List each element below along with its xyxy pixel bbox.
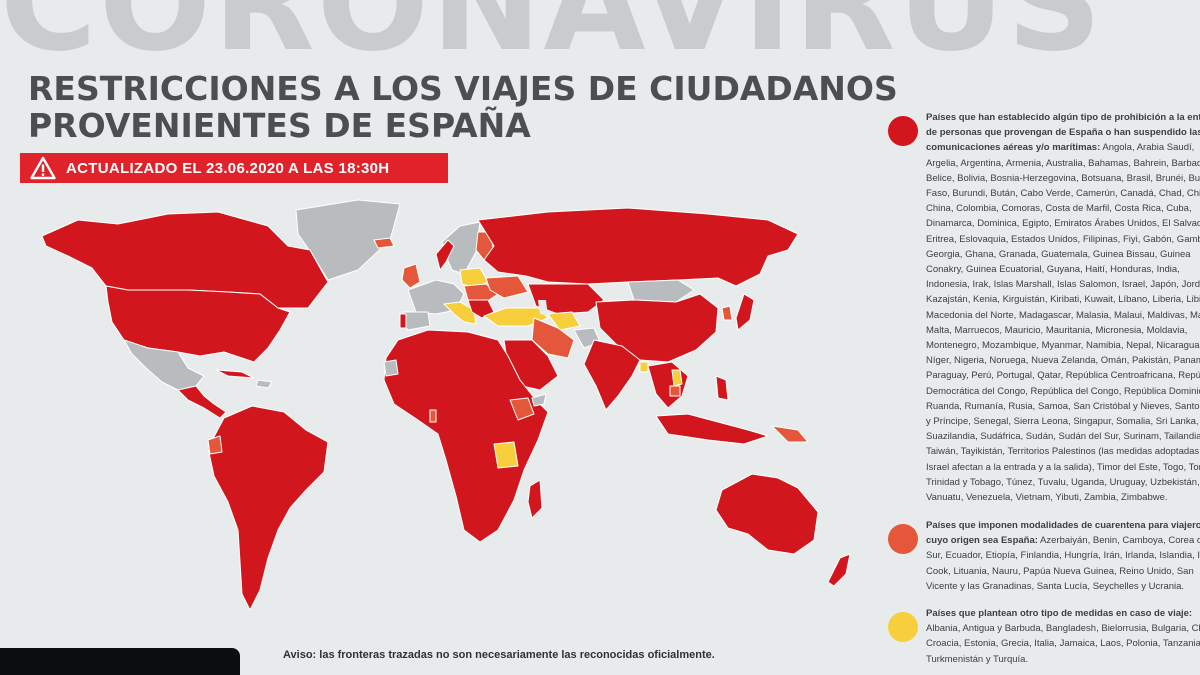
legend-heading-other-measures: Países que plantean otro tipo de medidas…	[926, 608, 1193, 619]
indonesia	[655, 413, 769, 445]
canada-alaska	[41, 211, 329, 309]
turkmenistan	[547, 311, 581, 331]
somaliland	[531, 393, 547, 407]
cambodia	[669, 385, 681, 397]
legend-countries-other-measures: Albania, Antigua y Barbuda, Bangladesh, …	[926, 623, 1200, 665]
ecuador	[207, 435, 223, 455]
japan	[735, 293, 755, 331]
india	[583, 339, 641, 411]
greenland	[295, 199, 401, 281]
background-word: CORONAVIRUS	[0, 0, 1104, 81]
update-badge: ACTUALIZADO EL 23.06.2020 A LAS 18:30H	[20, 153, 448, 183]
caspian-sea	[538, 300, 548, 316]
south-america	[207, 405, 329, 611]
legend: Países que han establecido algún tipo de…	[888, 110, 1200, 675]
china	[595, 293, 719, 363]
corner-dark-panel	[0, 648, 240, 675]
italy-balkans	[443, 301, 477, 325]
madagascar	[527, 479, 543, 519]
kazakhstan	[527, 283, 605, 315]
southeast-asia	[647, 361, 689, 409]
world-map	[41, 199, 851, 611]
title-line-1: RESTRICCIONES A LOS VIAJES DE CIUDADANOS	[28, 69, 898, 108]
mongolia	[627, 279, 695, 303]
legend-heading-quarantine: Países que imponen modalidades de cuaren…	[926, 520, 1200, 547]
philippines	[715, 375, 729, 401]
africa	[383, 329, 549, 543]
warning-triangle-icon	[30, 156, 56, 180]
bangladesh	[639, 361, 649, 373]
korea	[721, 305, 733, 321]
norway	[435, 239, 455, 271]
portugal	[399, 313, 407, 329]
tanzania	[493, 441, 519, 469]
page-title: RESTRICCIONES A LOS VIAJES DE CIUDADANOS…	[28, 70, 908, 144]
cuba	[215, 369, 255, 379]
legend-countries-quarantine: Azerbaiyán, Benin, Camboya, Corea del Su…	[926, 535, 1200, 592]
papua-new-guinea	[771, 425, 809, 443]
legend-yellow-dot-icon	[888, 612, 918, 642]
update-badge-text: ACTUALIZADO EL 23.06.2020 A LAS 18:30H	[66, 159, 390, 177]
uk-ireland	[401, 263, 421, 289]
greece-turkey	[483, 307, 549, 327]
benin	[429, 409, 437, 423]
western-sahara	[383, 359, 399, 377]
iceland	[373, 237, 395, 249]
legend-red-dot-icon	[888, 116, 918, 146]
russia	[477, 207, 799, 287]
australia	[715, 473, 819, 555]
new-zealand	[827, 553, 851, 587]
caribbean-islands	[255, 379, 273, 389]
laos	[671, 369, 683, 387]
ukraine-belarus	[485, 275, 529, 299]
legend-countries-prohibition: Angola, Arabia Saudí, Argelia, Argentina…	[926, 142, 1200, 504]
ethiopia	[509, 397, 535, 421]
central-america	[177, 385, 227, 419]
legend-orange-dot-icon	[888, 524, 918, 554]
legend-heading-prohibition: Países que han establecido algún tipo de…	[926, 112, 1200, 154]
title-line-2: PROVENIENTES DE ESPAÑA	[28, 106, 531, 145]
disclaimer: Aviso: las fronteras trazadas no son nec…	[283, 649, 715, 661]
